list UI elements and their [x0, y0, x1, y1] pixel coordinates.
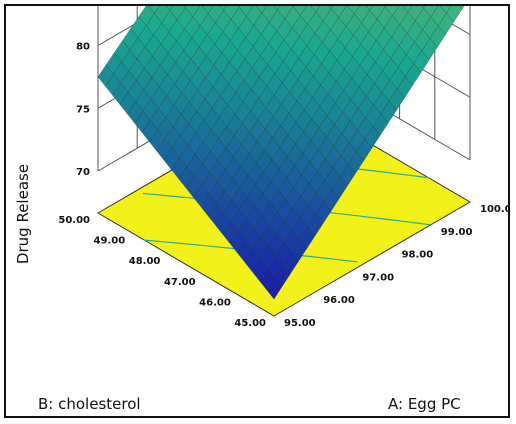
z-tick-label: 70: [76, 167, 90, 178]
y-tick-label: 45.00: [234, 318, 266, 329]
surface-cell: [421, 6, 426, 9]
x-tick-label: 98.00: [402, 250, 434, 261]
x-tick-label: 95.00: [284, 318, 316, 329]
x-axis-title: A: Egg PC: [388, 395, 461, 413]
x-tick-label: 97.00: [362, 272, 394, 283]
surface-cell: [365, 6, 373, 11]
surface-cell: [329, 6, 334, 9]
tick-labels: 707580859045.0046.0047.0048.0049.0050.00…: [58, 42, 508, 330]
surface-cell: [266, 276, 283, 300]
surface-cell: [458, 6, 465, 10]
y-tick-label: 48.00: [129, 256, 161, 267]
response-surface: [97, 6, 465, 300]
z-tick-label: 80: [76, 42, 90, 53]
surface-cell: [183, 6, 187, 8]
y-tick-label: 50.00: [58, 215, 90, 226]
y-tick-label: 49.00: [94, 236, 126, 247]
z-axis-title: Drug Release: [14, 164, 32, 264]
x-tick-label: 99.00: [441, 227, 473, 238]
x-tick-label: 100.00: [480, 204, 508, 215]
y-axis-title: B: cholesterol: [38, 395, 141, 413]
y-tick-label: 46.00: [199, 297, 231, 308]
surface-cell: [274, 6, 281, 11]
surface-cell: [310, 6, 320, 13]
y-tick-label: 47.00: [164, 277, 196, 288]
surface-cell: [219, 6, 227, 11]
chart-frame: 707580859045.0046.0047.0048.0049.0050.00…: [4, 4, 510, 418]
response-surface-plot: 707580859045.0046.0047.0048.0049.0050.00…: [14, 6, 508, 413]
z-tick-label: 75: [76, 104, 90, 115]
x-tick-label: 96.00: [323, 295, 355, 306]
surface-cell: [165, 6, 174, 11]
